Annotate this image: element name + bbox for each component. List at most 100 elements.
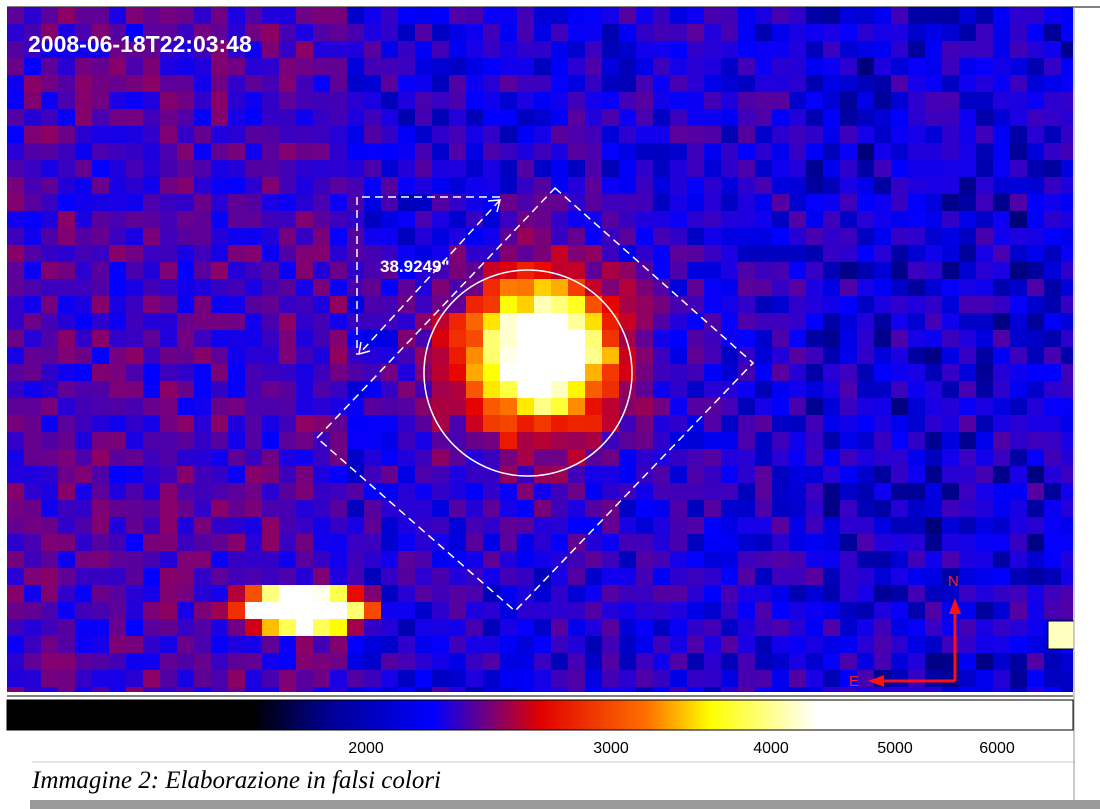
pixel [1027, 381, 1044, 398]
pixel [925, 602, 942, 619]
pixel [500, 517, 517, 534]
pixel [908, 585, 925, 602]
pixel [670, 534, 687, 551]
pixel [296, 58, 313, 75]
pixel [109, 58, 126, 75]
pixel [1010, 500, 1027, 517]
pixel [7, 330, 24, 347]
pixel [279, 364, 296, 381]
pixel [211, 585, 228, 602]
pixel [670, 41, 687, 58]
pixel [517, 602, 534, 619]
pixel [194, 262, 211, 279]
pixel [874, 160, 891, 177]
pixel [670, 24, 687, 41]
pixel [619, 109, 636, 126]
pixel [313, 381, 330, 398]
pixel [840, 585, 857, 602]
pixel [551, 58, 568, 75]
pixel [347, 194, 364, 211]
pixel [500, 330, 517, 347]
pixel [534, 330, 551, 347]
pixel [24, 313, 41, 330]
pixel [41, 194, 58, 211]
pixel [891, 262, 908, 279]
pixel [891, 58, 908, 75]
false-color-image [7, 7, 1078, 704]
pixel [857, 194, 874, 211]
pixel [942, 534, 959, 551]
pixel [874, 109, 891, 126]
pixel [160, 211, 177, 228]
pixel [75, 517, 92, 534]
pixel [279, 500, 296, 517]
pixel [313, 653, 330, 670]
pixel [619, 228, 636, 245]
pixel [874, 177, 891, 194]
pixel [177, 7, 194, 24]
pixel [908, 228, 925, 245]
pixel [704, 653, 721, 670]
pixel [194, 449, 211, 466]
pixel [313, 670, 330, 687]
pixel [925, 24, 942, 41]
pixel [432, 619, 449, 636]
pixel [823, 602, 840, 619]
pixel [806, 279, 823, 296]
pixel [738, 228, 755, 245]
pixel [755, 398, 772, 415]
pixel [704, 177, 721, 194]
pixel [687, 41, 704, 58]
page: 2008-06-18T22:03:48 38.9249" N E 2000 30… [0, 0, 1100, 809]
pixel [636, 568, 653, 585]
pixel [585, 653, 602, 670]
pixel [1061, 568, 1078, 585]
pixel [24, 500, 41, 517]
pixel [500, 58, 517, 75]
pixel [432, 670, 449, 687]
pixel [126, 245, 143, 262]
pixel [449, 483, 466, 500]
pixel [466, 619, 483, 636]
pixel [636, 517, 653, 534]
pixel [109, 126, 126, 143]
pixel [517, 313, 534, 330]
pixel [398, 228, 415, 245]
pixel [313, 398, 330, 415]
pixel [24, 143, 41, 160]
pixel [347, 483, 364, 500]
pixel [211, 126, 228, 143]
pixel [143, 398, 160, 415]
pixel [228, 245, 245, 262]
pixel [636, 262, 653, 279]
pixel [24, 398, 41, 415]
pixel [908, 296, 925, 313]
pixel [7, 109, 24, 126]
pixel [602, 313, 619, 330]
pixel [415, 483, 432, 500]
pixel [857, 143, 874, 160]
pixel [653, 585, 670, 602]
pixel [959, 619, 976, 636]
pixel [993, 636, 1010, 653]
pixel [296, 313, 313, 330]
pixel [670, 449, 687, 466]
pixel [568, 109, 585, 126]
pixel [908, 653, 925, 670]
pixel [993, 245, 1010, 262]
pixel [313, 24, 330, 41]
pixel [568, 313, 585, 330]
pixel [177, 279, 194, 296]
pixel [806, 602, 823, 619]
pixel [347, 670, 364, 687]
pixel [245, 619, 262, 636]
pixel [415, 160, 432, 177]
pixel [500, 177, 517, 194]
pixel [755, 24, 772, 41]
pixel [874, 517, 891, 534]
pixel [500, 534, 517, 551]
pixel [228, 585, 245, 602]
pixel [840, 7, 857, 24]
pixel [160, 381, 177, 398]
pixel [7, 500, 24, 517]
